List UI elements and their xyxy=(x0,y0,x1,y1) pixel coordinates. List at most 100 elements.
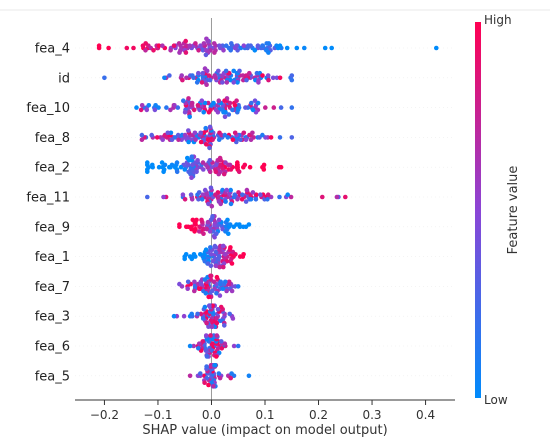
shap-point xyxy=(221,109,226,115)
shap-point xyxy=(247,70,252,76)
x-tick-label: 0.3 xyxy=(362,408,381,422)
shap-point xyxy=(214,333,220,338)
shap-point xyxy=(277,135,283,140)
shap-point xyxy=(202,187,208,193)
feature-label: fea_10 xyxy=(26,101,70,116)
shap-point xyxy=(216,98,222,103)
shap-point xyxy=(183,252,189,257)
shap-point xyxy=(182,109,188,115)
shap-point xyxy=(239,197,245,202)
shap-point xyxy=(209,203,215,209)
shap-point xyxy=(207,229,213,234)
shap-point xyxy=(144,107,150,113)
x-tick-label: 0.2 xyxy=(309,408,328,422)
shap-point xyxy=(213,162,219,168)
shap-point xyxy=(198,252,203,257)
shap-point xyxy=(188,192,194,197)
shap-point xyxy=(260,132,265,138)
shap-point xyxy=(229,371,234,376)
shap-point xyxy=(196,346,201,351)
x-axis-label: SHAP value (impact on model output) xyxy=(142,423,387,438)
shap-point xyxy=(253,192,259,197)
shap-point xyxy=(183,50,189,55)
shap-point xyxy=(213,107,219,113)
shap-point xyxy=(153,103,158,108)
shap-point xyxy=(248,197,254,202)
shap-point xyxy=(322,45,328,51)
shap-point xyxy=(228,375,233,381)
shap-point xyxy=(208,263,214,269)
shap-point xyxy=(203,247,209,252)
shap-point xyxy=(204,364,209,369)
shap-point xyxy=(221,243,226,249)
shap-point xyxy=(184,75,189,81)
shap-point xyxy=(139,137,145,142)
shap-point xyxy=(152,107,158,113)
shap-point xyxy=(195,103,201,108)
x-tick-label: 0.4 xyxy=(416,408,435,422)
shap-point xyxy=(207,124,213,130)
colorbar xyxy=(475,22,481,398)
shap-point xyxy=(193,226,198,232)
shap-point xyxy=(124,45,130,51)
shap-point xyxy=(217,264,222,270)
shap-point xyxy=(199,197,205,202)
shap-point xyxy=(204,226,210,232)
shap-point xyxy=(243,105,248,110)
shap-point xyxy=(208,363,214,368)
shap-point xyxy=(171,43,177,48)
shap-point xyxy=(143,41,148,46)
shap-point xyxy=(256,80,261,85)
shap-point xyxy=(217,155,223,161)
shap-point xyxy=(200,339,206,344)
shap-point xyxy=(236,169,242,175)
shap-point xyxy=(224,43,229,48)
shap-point xyxy=(208,185,214,191)
feature-label: fea_2 xyxy=(35,161,70,176)
shap-point xyxy=(185,279,191,285)
shap-point xyxy=(207,158,213,163)
shap-point xyxy=(234,139,239,145)
shap-point xyxy=(195,311,200,317)
shap-point xyxy=(229,288,235,294)
shap-point xyxy=(223,199,228,204)
shap-point xyxy=(194,80,200,85)
shap-point xyxy=(241,224,246,230)
shap-point xyxy=(260,43,265,48)
shap-point xyxy=(204,82,209,87)
shap-point xyxy=(219,339,224,344)
shap-point xyxy=(246,222,252,227)
shap-point xyxy=(244,77,249,83)
shap-point xyxy=(165,130,171,136)
shap-point xyxy=(232,130,238,136)
shap-point xyxy=(217,293,223,298)
shap-point xyxy=(196,190,202,195)
shap-point xyxy=(213,263,218,269)
shap-point xyxy=(250,130,255,136)
shap-point xyxy=(241,130,247,136)
shap-point xyxy=(228,77,233,83)
feature-label: fea_3 xyxy=(35,310,70,325)
shap-point xyxy=(274,75,280,81)
shap-point xyxy=(234,98,239,103)
shap-point xyxy=(271,105,277,110)
shap-point xyxy=(151,48,156,53)
shap-point xyxy=(235,107,241,113)
shap-point xyxy=(223,160,228,165)
shap-point xyxy=(198,130,203,136)
shap-point xyxy=(233,252,238,257)
shap-point xyxy=(203,52,209,58)
shap-point xyxy=(213,363,218,368)
shap-point xyxy=(216,217,222,223)
shap-point xyxy=(216,137,222,142)
shap-point xyxy=(191,252,197,257)
shap-point xyxy=(245,43,251,48)
shap-point xyxy=(261,167,267,172)
shap-point xyxy=(237,254,243,259)
shap-point xyxy=(252,48,258,53)
shap-point xyxy=(145,194,150,200)
shap-point xyxy=(171,313,177,319)
shap-point xyxy=(329,45,335,51)
shap-point xyxy=(242,162,248,168)
shap-point xyxy=(138,107,144,113)
